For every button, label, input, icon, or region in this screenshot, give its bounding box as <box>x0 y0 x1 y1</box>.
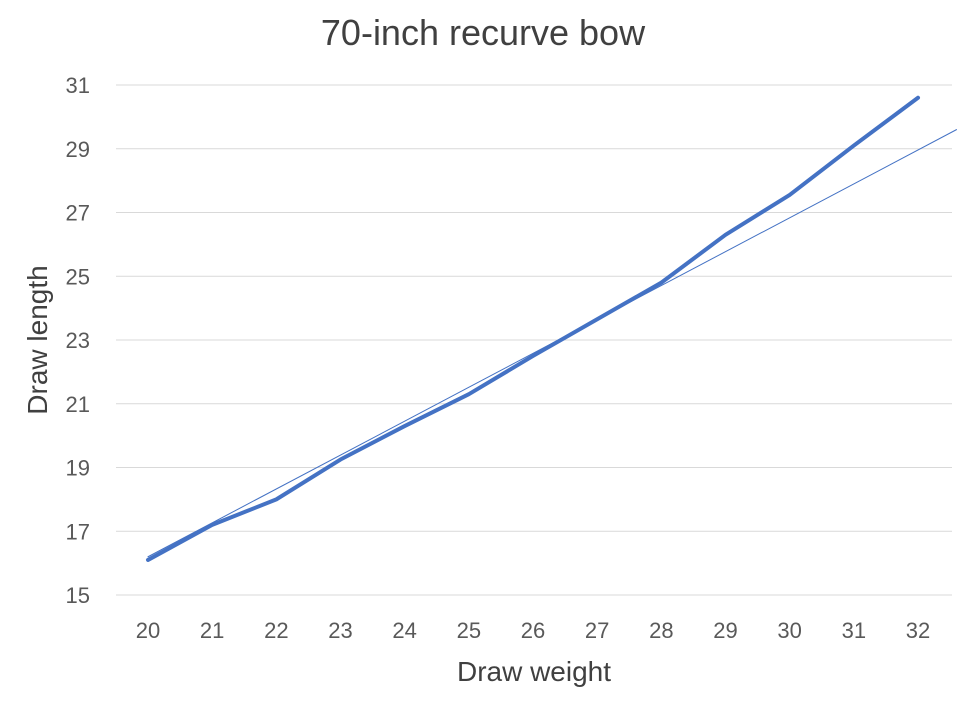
x-tick-label: 32 <box>906 618 930 643</box>
y-tick-label: 27 <box>66 201 90 226</box>
y-axis-ticks: 15 17 19 21 23 25 27 29 31 <box>66 73 90 608</box>
series-lines <box>146 95 957 562</box>
gridlines <box>116 84 952 596</box>
x-tick-label: 22 <box>264 618 288 643</box>
x-tick-label: 29 <box>713 618 737 643</box>
trendline <box>147 129 957 558</box>
y-tick-label: 25 <box>66 264 90 289</box>
x-tick-label: 21 <box>200 618 224 643</box>
x-tick-label: 28 <box>649 618 673 643</box>
x-tick-label: 24 <box>392 618 416 643</box>
x-tick-label: 23 <box>328 618 352 643</box>
x-axis-ticks: 20 21 22 23 24 25 26 27 28 29 30 31 32 <box>136 618 930 643</box>
y-tick-label: 23 <box>66 328 90 353</box>
chart-title: 70-inch recurve bow <box>320 12 646 53</box>
x-tick-label: 30 <box>777 618 801 643</box>
y-tick-label: 29 <box>66 137 90 162</box>
y-tick-label: 31 <box>66 73 90 98</box>
x-tick-label: 20 <box>136 618 160 643</box>
x-tick-label: 27 <box>585 618 609 643</box>
x-tick-label: 31 <box>842 618 866 643</box>
data-series-line <box>146 95 920 562</box>
x-axis-label: Draw weight <box>456 656 612 687</box>
y-tick-label: 15 <box>66 583 90 608</box>
y-tick-label: 21 <box>66 392 90 417</box>
x-tick-label: 25 <box>457 618 481 643</box>
y-tick-label: 17 <box>66 519 90 544</box>
x-tick-label: 26 <box>521 618 545 643</box>
y-tick-label: 19 <box>66 456 90 481</box>
